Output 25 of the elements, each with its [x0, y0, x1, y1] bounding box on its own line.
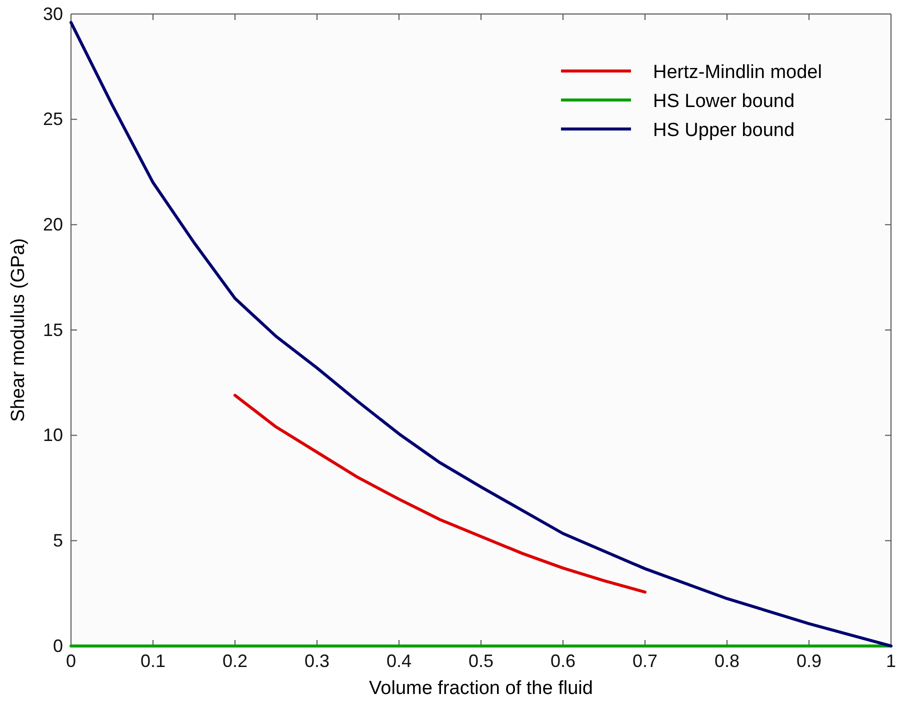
y-tick-label: 10 — [42, 425, 63, 446]
x-tick-label: 0 — [66, 650, 76, 671]
x-tick-label: 0.8 — [714, 650, 740, 671]
x-tick-label: 0.1 — [140, 650, 166, 671]
y-tick-label: 30 — [42, 4, 63, 24]
x-tick-label: 0.3 — [304, 650, 330, 671]
x-tick-label: 0.7 — [632, 650, 658, 671]
y-tick-label: 25 — [42, 109, 63, 130]
y-tick-label: 15 — [42, 320, 63, 340]
legend-label: HS Upper bound — [653, 120, 795, 141]
legend-label: HS Lower bound — [653, 91, 795, 112]
y-tick-label: 5 — [52, 530, 63, 550]
y-tick-label: 0 — [52, 636, 63, 656]
y-tick-label: 20 — [42, 214, 63, 234]
x-axis-title: Volume fraction of the fluid — [369, 678, 593, 699]
x-tick-label: 0.5 — [468, 650, 494, 671]
x-tick-label: 0.4 — [386, 650, 412, 671]
y-axis-title: Shear modulus (GPa) — [8, 238, 29, 422]
x-tick-label: 1 — [886, 650, 896, 671]
line-series — [70, 20, 892, 648]
legend-label: Hertz-Mindlin model — [653, 62, 822, 83]
x-tick-label: 0.6 — [550, 650, 576, 671]
x-tick-label: 0.2 — [222, 650, 248, 671]
x-tick-label: 0.9 — [796, 650, 822, 671]
line-series — [234, 394, 646, 594]
